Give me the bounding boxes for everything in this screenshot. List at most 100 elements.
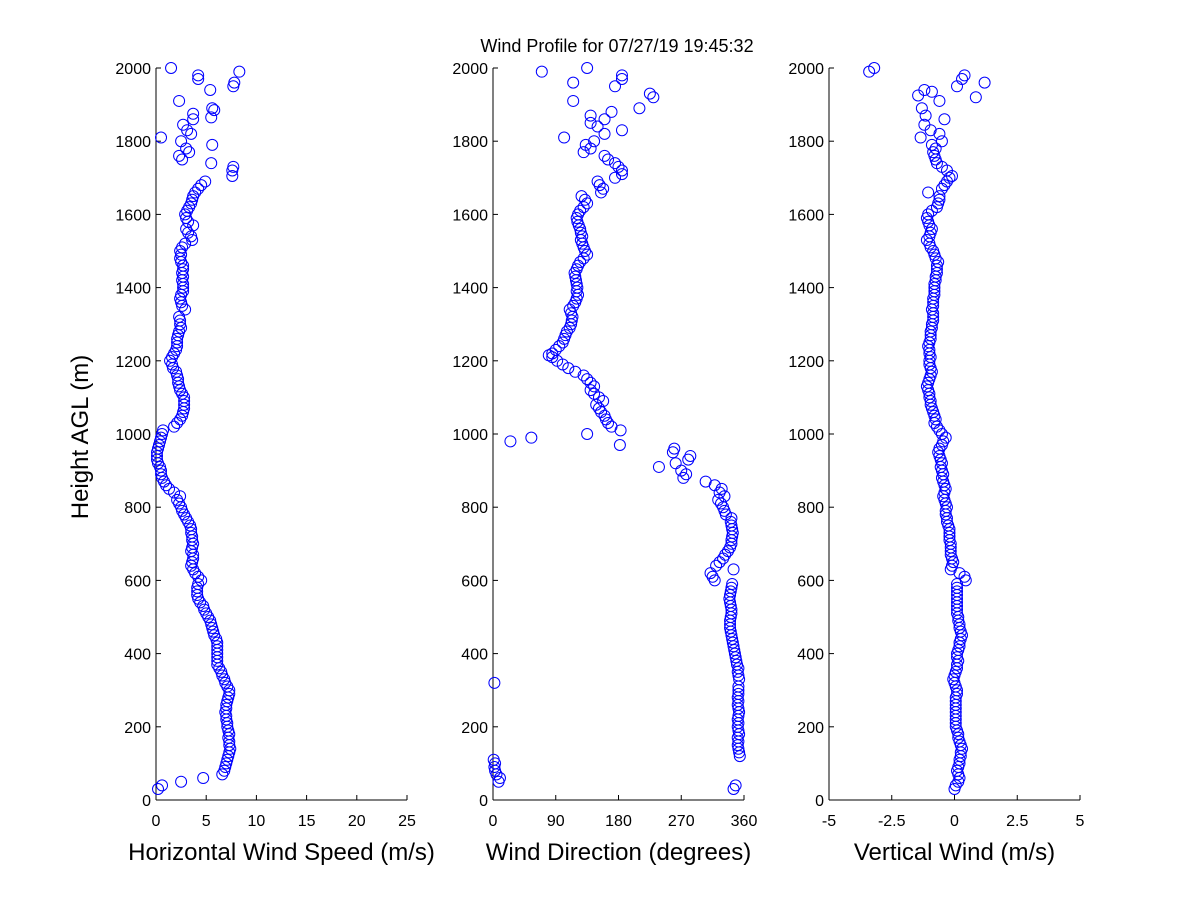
data-point: [546, 347, 559, 360]
data-point: [598, 127, 611, 140]
data-point: [205, 157, 218, 170]
data-point: [171, 417, 184, 430]
data-point: [192, 578, 205, 591]
data-point: [487, 753, 500, 766]
x-axis-label: Vertical Wind (m/s): [854, 839, 1055, 866]
x-tick-label: 10: [248, 813, 266, 830]
data-point: [199, 175, 212, 188]
data-point: [943, 171, 956, 184]
data-point: [205, 111, 218, 124]
x-tick-label: 180: [605, 813, 632, 830]
data-point: [668, 442, 681, 455]
x-tick-label: 20: [348, 813, 366, 830]
data-point: [958, 69, 971, 82]
x-tick-label: 5: [202, 813, 211, 830]
data-point: [633, 102, 646, 115]
data-point: [643, 87, 656, 100]
y-tick-label: 400: [461, 647, 488, 664]
data-point: [206, 102, 219, 115]
data-point: [951, 80, 964, 93]
data-point: [155, 431, 168, 444]
chart-title: Wind Profile for 07/27/19 19:45:32: [480, 36, 753, 56]
data-point: [222, 750, 235, 763]
x-tick-label: -2.5: [878, 813, 906, 830]
data-point: [932, 255, 945, 268]
data-point: [195, 179, 208, 192]
data-point: [951, 687, 964, 700]
data-point: [943, 526, 956, 539]
y-tick-label: 600: [797, 573, 824, 590]
data-point: [609, 171, 622, 184]
data-point: [220, 757, 233, 770]
data-point: [925, 223, 938, 236]
x-tick-label: 0: [489, 813, 498, 830]
data-point: [935, 182, 948, 195]
data-point: [588, 380, 601, 393]
data-point: [933, 424, 946, 437]
data-point: [935, 135, 948, 148]
data-point: [732, 687, 745, 700]
data-point: [602, 153, 615, 166]
data-point: [699, 475, 712, 488]
data-point: [525, 431, 538, 444]
data-point: [216, 669, 229, 682]
data-point: [567, 94, 580, 107]
data-point: [684, 449, 697, 462]
data-point: [930, 420, 943, 433]
data-point: [233, 65, 246, 78]
data-point: [933, 94, 946, 107]
data-point: [912, 89, 925, 102]
data-point: [712, 493, 725, 506]
data-point: [579, 138, 592, 151]
data-point: [185, 526, 198, 539]
data-point: [978, 76, 991, 89]
y-tick-label: 2000: [788, 61, 824, 78]
data-point: [207, 625, 220, 638]
data-point: [549, 343, 562, 356]
data-point: [152, 783, 165, 796]
data-point: [174, 318, 187, 331]
y-tick-label: 1400: [115, 281, 151, 298]
data-point: [597, 395, 610, 408]
data-point: [185, 230, 198, 243]
y-tick-label: 200: [124, 720, 151, 737]
data-point: [205, 618, 218, 631]
data-point: [157, 424, 170, 437]
x-tick-label: 0: [152, 813, 161, 830]
data-point: [918, 83, 931, 96]
y-tick-label: 1600: [788, 207, 824, 224]
data-point: [560, 325, 573, 338]
data-point: [171, 493, 184, 506]
y-tick-label: 1000: [452, 427, 488, 444]
y-tick-label: 1000: [788, 427, 824, 444]
data-point: [156, 779, 169, 792]
x-tick-label: 5: [1076, 813, 1085, 830]
data-point: [206, 138, 219, 151]
data-point: [187, 107, 200, 120]
data-point: [609, 80, 622, 93]
data-point: [185, 127, 198, 140]
data-point: [192, 570, 205, 583]
data-point: [584, 142, 597, 155]
y-tick-label: 1800: [788, 134, 824, 151]
speed-panel: 0 200 400 600 800 1000 1200 1400 1600 1800 2000 0 5 1…: [115, 61, 434, 866]
data-point: [567, 76, 580, 89]
data-point: [189, 186, 202, 199]
data-point: [174, 292, 187, 305]
data-point: [914, 131, 927, 144]
y-tick-label: 1200: [788, 354, 824, 371]
data-point: [591, 175, 604, 188]
y-tick-label: 1000: [115, 427, 151, 444]
data-point: [488, 676, 501, 689]
data-point: [575, 190, 588, 203]
x-tick-label: -5: [822, 813, 836, 830]
y-tick-label: 0: [815, 793, 824, 810]
data-point: [598, 113, 611, 126]
data-point: [571, 215, 584, 228]
data-point: [609, 157, 622, 170]
data-point: [605, 105, 618, 118]
data-point: [615, 72, 628, 85]
data-point: [969, 91, 982, 104]
data-point: [615, 168, 628, 181]
x-tick-label: 25: [398, 813, 416, 830]
